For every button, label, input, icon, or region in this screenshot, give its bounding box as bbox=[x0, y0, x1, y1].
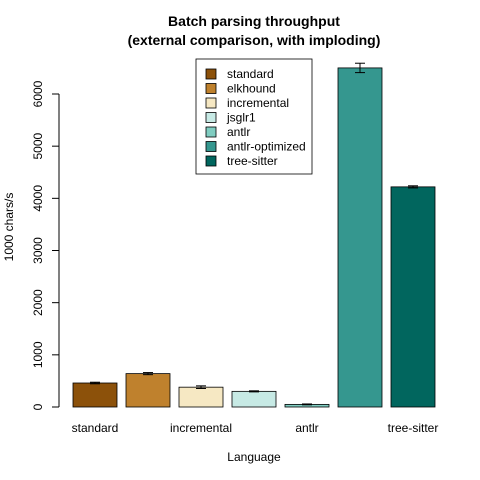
x-tick-label: incremental bbox=[170, 421, 232, 435]
x-tick-labels: standard incremental antlr tree-sitter bbox=[72, 421, 439, 435]
x-axis-label: Language bbox=[227, 450, 281, 464]
bar-tree-sitter bbox=[390, 186, 436, 408]
legend-swatch bbox=[205, 97, 217, 109]
legend: standardelkhoundincrementaljsglr1antlran… bbox=[195, 58, 313, 175]
legend-entry: antlr-optimized bbox=[227, 140, 306, 154]
bar-elkhound bbox=[125, 373, 171, 408]
bar-incremental bbox=[178, 386, 224, 408]
bar-jsglr1 bbox=[231, 390, 277, 408]
y-tick-label: 1000 bbox=[31, 341, 45, 368]
legend-entry: elkhound bbox=[227, 82, 276, 96]
legend-entry: jsglr1 bbox=[226, 111, 256, 125]
bar-antlr-optimized bbox=[337, 67, 383, 408]
legend-swatch bbox=[205, 126, 217, 138]
y-tick-label: 6000 bbox=[31, 80, 45, 107]
y-tick-label: 0 bbox=[31, 403, 45, 410]
legend-entry: incremental bbox=[227, 96, 289, 110]
chart-title-line2: (external comparison, with imploding) bbox=[128, 32, 381, 48]
chart-title-line1: Batch parsing throughput bbox=[168, 13, 340, 29]
legend-entry: tree-sitter bbox=[227, 154, 278, 168]
legend-swatch bbox=[205, 83, 217, 94]
legend-swatch bbox=[205, 141, 217, 152]
y-tick-label: 3000 bbox=[31, 237, 45, 264]
x-tick-label: standard bbox=[72, 421, 119, 435]
legend-swatch bbox=[205, 155, 217, 167]
y-axis-label: 1000 chars/s bbox=[2, 193, 16, 262]
bar-standard bbox=[72, 382, 118, 408]
bars bbox=[72, 62, 436, 408]
legend-swatch bbox=[205, 112, 217, 123]
y-tick-label: 4000 bbox=[31, 185, 45, 212]
legend-swatch bbox=[205, 68, 217, 80]
y-axis: 0 1000 2000 3000 4000 5000 6000 bbox=[31, 80, 60, 410]
x-tick-label: tree-sitter bbox=[388, 421, 439, 435]
legend-entry: antlr bbox=[227, 125, 250, 139]
y-tick-label: 5000 bbox=[31, 132, 45, 159]
y-tick-label: 2000 bbox=[31, 289, 45, 316]
legend-entry: standard bbox=[227, 67, 274, 81]
x-tick-label: antlr bbox=[295, 421, 318, 435]
